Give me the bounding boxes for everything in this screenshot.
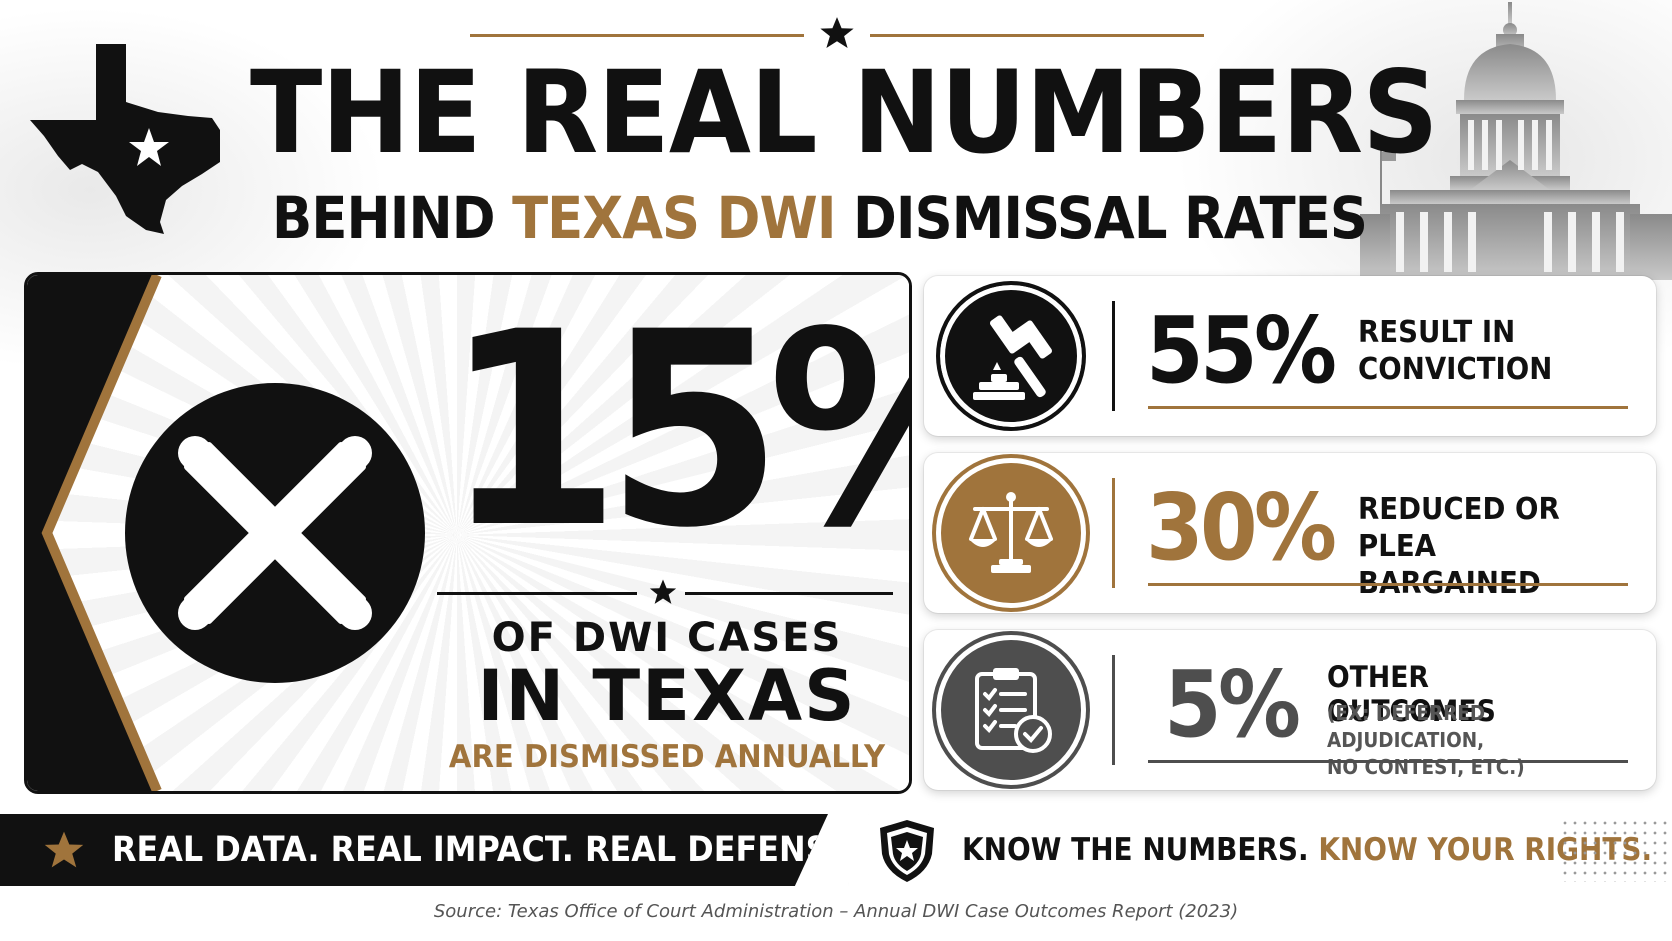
- dot-pattern: [1560, 818, 1668, 882]
- stat-card-plea: 30% REDUCED OR PLEA BARGAINED: [924, 453, 1656, 613]
- card-underline: [1148, 583, 1628, 586]
- card-separator: [1112, 478, 1115, 588]
- stat-card-other: 5% OTHER OUTCOMES (EX: DEFERRED ADJUDICA…: [924, 630, 1656, 790]
- card-separator: [1112, 301, 1115, 411]
- other-percentage: 5%: [1164, 651, 1301, 758]
- gavel-icon: [973, 315, 1053, 400]
- stat-divider-right: [685, 592, 893, 595]
- star-icon: [820, 17, 854, 49]
- shield-star-icon: [880, 820, 934, 882]
- top-divider-right: [870, 34, 1204, 37]
- scales-icon: [969, 492, 1053, 573]
- conviction-label: RESULT IN CONVICTION: [1358, 315, 1553, 387]
- capitol-building-icon: [1360, 2, 1672, 280]
- plea-label: REDUCED OR PLEA BARGAINED: [1358, 492, 1560, 601]
- conviction-percentage: 55%: [1146, 297, 1337, 404]
- card-separator: [1112, 655, 1115, 765]
- scales-icon-badge: [936, 458, 1086, 608]
- dismissal-percentage: 15%: [443, 275, 909, 587]
- gavel-icon-badge: [936, 281, 1086, 431]
- clipboard-icon-badge: [936, 635, 1086, 785]
- subtitle-prefix: BEHIND: [272, 184, 513, 252]
- other-note: (EX: DEFERRED ADJUDICATION, NO CONTEST, …: [1327, 701, 1525, 779]
- tagline-banner: REAL DATA. REAL IMPACT. REAL DEFENSE.: [0, 814, 828, 886]
- star-icon: [649, 579, 677, 604]
- page-title: THE REAL NUMBERS: [250, 46, 1439, 179]
- stat-divider-left: [437, 592, 637, 595]
- rights-text: KNOW THE NUMBERS. KNOW YOUR RIGHTS.: [962, 826, 1652, 874]
- source-citation: Source: Texas Office of Court Administra…: [433, 901, 1239, 922]
- stat-caption-line2: IN TEXAS: [477, 655, 857, 737]
- clipboard-check-icon: [975, 668, 1052, 753]
- subtitle-suffix: DISMISSAL RATES: [835, 184, 1368, 252]
- x-mark-icon: [178, 436, 372, 630]
- subtitle-highlight: TEXAS DWI: [512, 184, 836, 252]
- page-subtitle: BEHIND TEXAS DWI DISMISSAL RATES: [272, 182, 1368, 254]
- card-underline: [1148, 760, 1628, 763]
- chevron-decoration: [27, 275, 162, 791]
- stat-caption-line3: ARE DISMISSED ANNUALLY: [448, 739, 886, 775]
- star-icon: [44, 831, 84, 868]
- tagline-text: REAL DATA. REAL IMPACT. REAL DEFENSE.: [112, 830, 863, 870]
- card-underline: [1148, 406, 1628, 409]
- top-divider-left: [470, 34, 804, 37]
- plea-percentage: 30%: [1146, 474, 1337, 581]
- dismissed-x-badge: [125, 383, 425, 683]
- other-label: OTHER OUTCOMES: [1327, 660, 1496, 728]
- rights-banner: [848, 814, 1672, 886]
- dismissal-stat-panel: 15% OF DWI CASES IN TEXAS ARE DISMISSED …: [24, 272, 912, 794]
- stat-caption-line1: OF DWI CASES: [491, 615, 843, 661]
- stat-card-conviction: 55% RESULT IN CONVICTION: [924, 276, 1656, 436]
- texas-map-icon: [30, 44, 220, 234]
- rights-text-part1: KNOW THE NUMBERS.: [962, 832, 1319, 868]
